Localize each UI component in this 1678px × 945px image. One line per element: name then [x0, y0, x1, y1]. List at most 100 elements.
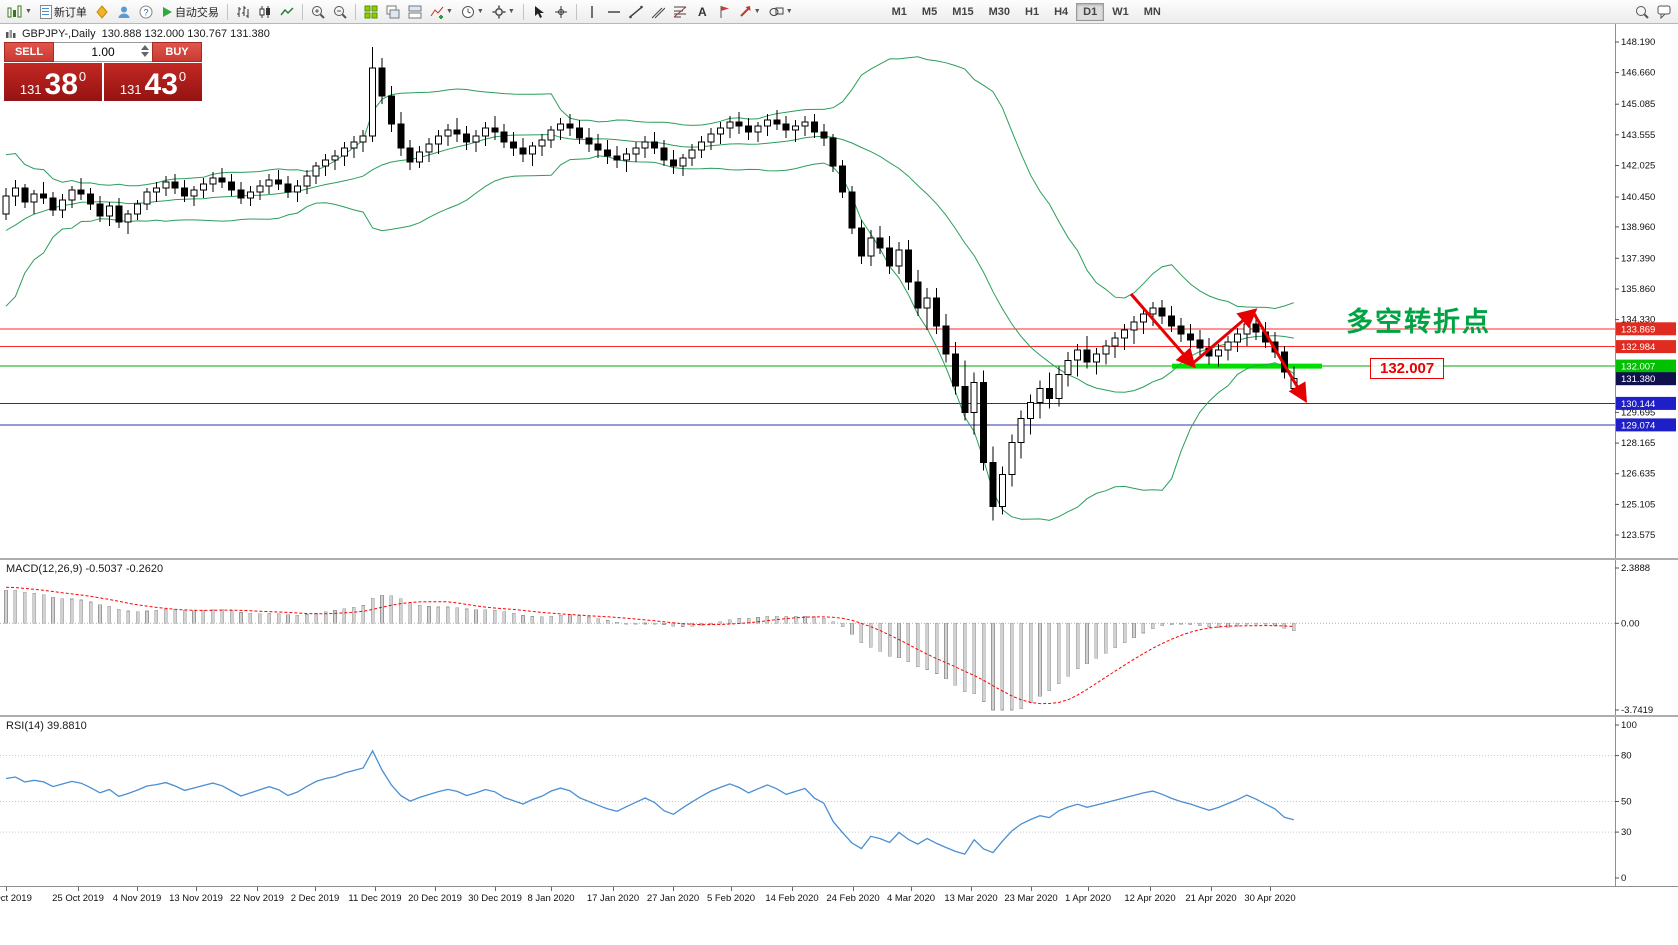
timeframe-h1[interactable]: H1	[1018, 3, 1046, 21]
chevron-down-icon: ▼	[25, 8, 32, 15]
time-tick	[1031, 887, 1032, 891]
date-label: 14 Feb 2020	[765, 893, 819, 904]
crosshair-button[interactable]	[550, 2, 572, 22]
svg-text:129.074: 129.074	[1621, 420, 1655, 431]
volume-value[interactable]: 1.00	[91, 45, 115, 59]
timeframe-m15[interactable]: M15	[945, 3, 980, 21]
zoom-out-icon	[333, 5, 347, 19]
channel-button[interactable]	[647, 2, 669, 22]
cascade-windows-icon	[386, 5, 400, 19]
new-chart-button[interactable]: ▼	[3, 2, 36, 22]
crosshair-icon	[554, 5, 568, 19]
new-order-button[interactable]: 新订单	[36, 2, 91, 22]
timeframe-h4[interactable]: H4	[1047, 3, 1075, 21]
bars-chart-button[interactable]	[232, 2, 254, 22]
indicators-icon	[430, 5, 444, 19]
auto-trading-play-icon	[161, 6, 173, 18]
timeframe-m1[interactable]: M1	[885, 3, 914, 21]
cursor-button[interactable]	[528, 2, 550, 22]
search-icon	[1635, 5, 1649, 19]
sell-price-small: 131	[19, 81, 42, 97]
svg-text:137.390: 137.390	[1621, 253, 1655, 264]
volume-up-icon[interactable]	[141, 45, 149, 50]
templates-button[interactable]: ▼	[488, 2, 519, 22]
support-price-label[interactable]: 132.007	[1370, 358, 1445, 379]
svg-text:50: 50	[1621, 797, 1632, 808]
svg-text:129.695: 129.695	[1621, 407, 1655, 418]
date-label: 4 Nov 2019	[112, 893, 162, 904]
buy-button[interactable]: BUY	[152, 42, 202, 62]
trade-panel: SELL 1.00 BUY 131 38 0 131 43 0	[4, 42, 202, 101]
arrange-windows-button[interactable]	[404, 2, 426, 22]
indicators-button[interactable]: ▼	[426, 2, 457, 22]
symbol-ohlc-text: GBPJPY-,Daily 130.888 132.000 130.767 13…	[22, 28, 270, 40]
arrows-button[interactable]: ▼	[735, 2, 765, 22]
toolbar-separator	[575, 3, 577, 20]
shapes-button[interactable]: ▼	[765, 2, 797, 22]
svg-text:131.380: 131.380	[1621, 374, 1655, 385]
price-chart[interactable]: 148.190 146.660 145.085 143.555 142.025 140.4…	[0, 24, 1678, 558]
channel-icon	[651, 5, 665, 19]
tile-windows-button[interactable]	[360, 2, 382, 22]
date-label: 2 Dec 2019	[290, 893, 340, 904]
svg-text:138.960: 138.960	[1621, 222, 1655, 233]
candlestick-chart-button[interactable]	[254, 2, 276, 22]
timeframe-m5[interactable]: M5	[915, 3, 944, 21]
toolbar-chat-button[interactable]	[1653, 2, 1675, 22]
new-order-icon	[39, 4, 52, 19]
market-button[interactable]	[91, 2, 113, 22]
help-button[interactable]: ?	[135, 2, 157, 22]
time-tick	[375, 887, 376, 891]
help-icon: ?	[139, 5, 153, 19]
market-icon	[95, 4, 109, 19]
time-tick	[1270, 887, 1271, 891]
volume-spinner[interactable]	[141, 45, 149, 57]
zoom-out-button[interactable]	[329, 2, 351, 22]
buy-price-big: 43	[144, 67, 178, 101]
label-flag-icon	[718, 5, 730, 19]
buy-price-sup: 0	[178, 69, 187, 84]
volume-stepper[interactable]: 1.00	[54, 42, 152, 62]
timeframe-d1[interactable]: D1	[1076, 2, 1105, 21]
time-tick	[551, 887, 552, 891]
svg-text:?: ?	[143, 7, 148, 17]
chart-window: 148.190 146.660 145.085 143.555 142.025 140.4…	[0, 24, 1678, 945]
vertical-line-button[interactable]	[581, 2, 603, 22]
periods-button[interactable]: ▼	[457, 2, 488, 22]
trendline-button[interactable]	[625, 2, 647, 22]
svg-text:123.575: 123.575	[1621, 530, 1655, 541]
svg-text:-3.7419: -3.7419	[1621, 705, 1653, 715]
time-tick	[792, 887, 793, 891]
toolbar-search-button[interactable]	[1631, 2, 1653, 22]
macd-chart[interactable]: 2.3888 0.00 -3.7419	[0, 560, 1678, 715]
svg-text:100: 100	[1621, 720, 1637, 731]
text-button[interactable]: A	[691, 2, 713, 22]
cascade-windows-button[interactable]	[382, 2, 404, 22]
panel-separator[interactable]	[0, 558, 1678, 560]
line-chart-button[interactable]	[276, 2, 298, 22]
fibonacci-button[interactable]	[669, 2, 691, 22]
volume-down-icon[interactable]	[141, 52, 149, 57]
rsi-chart[interactable]: 100 80 50 30 0	[0, 717, 1678, 886]
zoom-in-button[interactable]	[307, 2, 329, 22]
timeframe-mn[interactable]: MN	[1137, 3, 1168, 21]
date-label: 4 Mar 2020	[886, 893, 936, 904]
auto-trading-button[interactable]: 自动交易	[157, 2, 223, 22]
periods-clock-icon	[461, 5, 475, 19]
date-label: 13 Mar 2020	[944, 893, 998, 904]
bottom-filler	[0, 908, 1678, 945]
buy-price-box[interactable]: 131 43 0	[104, 63, 202, 101]
time-axis[interactable]: 16 Oct 2019 25 Oct 2019 4 Nov 2019 13 Nov 2…	[0, 886, 1678, 908]
svg-text:A: A	[698, 5, 707, 18]
timeframe-m30[interactable]: M30	[982, 3, 1017, 21]
horizontal-line-button[interactable]	[603, 2, 625, 22]
timeframe-w1[interactable]: W1	[1105, 3, 1136, 21]
sell-price-box[interactable]: 131 38 0	[4, 63, 102, 101]
turning-point-annotation[interactable]: 多空转折点	[1346, 307, 1491, 337]
sell-button[interactable]: SELL	[4, 42, 54, 62]
profile-button[interactable]	[113, 2, 135, 22]
date-label: 13 Nov 2019	[169, 893, 223, 904]
time-tick	[673, 887, 674, 891]
panel-separator[interactable]	[0, 715, 1678, 717]
label-button[interactable]	[713, 2, 735, 22]
